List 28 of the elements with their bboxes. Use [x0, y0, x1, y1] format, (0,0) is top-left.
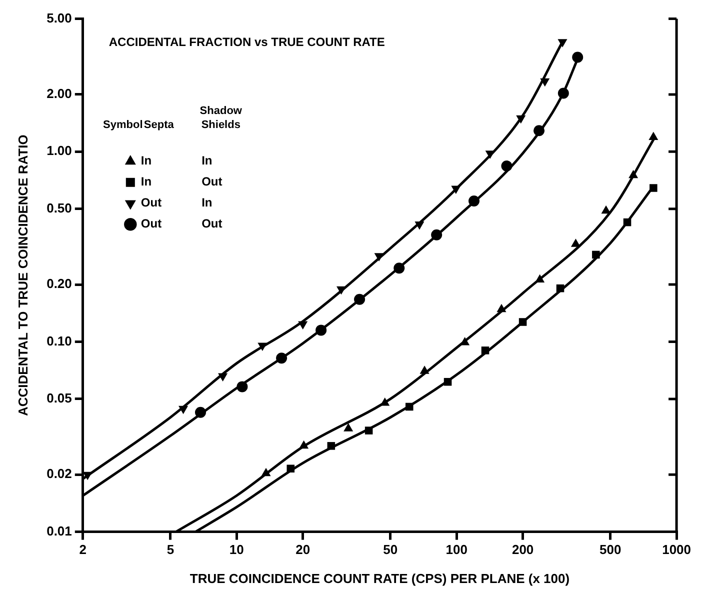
x-tick-label: 20 [296, 542, 310, 558]
x-tick-label: 1000 [662, 542, 691, 558]
legend-label: Out Out [140, 216, 222, 231]
y-tick-label: 5.00 [46, 10, 72, 26]
x-tick-label: 50 [383, 542, 398, 558]
x-tick-label: 10 [229, 542, 244, 558]
y-tick-label: 0.05 [46, 390, 72, 406]
text: ACCIDENTAL FRACTION vs TRUE COUNT RATE [108, 34, 385, 49]
annotation: Symbol [103, 119, 143, 131]
y-axis-title: ACCIDENTAL TO TRUE COINCIDENCE RATIO [15, 134, 30, 416]
y-tick-label: 0.50 [46, 200, 72, 216]
y-tick-label: 1.00 [46, 143, 72, 158]
legend-label: Out In [140, 196, 212, 210]
x-tick-label: 2 [79, 542, 87, 558]
legend-label: In Out [140, 174, 222, 189]
y-tick-label: 0.10 [46, 333, 72, 348]
x-tick-label: 5 [166, 542, 174, 558]
annotation: Septa [144, 119, 174, 131]
y-tick-label: 0.01 [46, 523, 72, 538]
y-tick-label: 0.20 [46, 276, 72, 292]
x-tick-label: 500 [599, 542, 622, 558]
legend-label: In In [140, 154, 212, 168]
x-tick-label: 100 [446, 542, 468, 558]
x-tick-label: 200 [512, 542, 534, 558]
annotation: Shadow Shields [198, 104, 243, 132]
x-axis-title: TRUE COINCIDENCE COUNT RATE (CPS) PER PLANE (x 100) [190, 570, 570, 586]
y-tick-label: 2.00 [46, 86, 72, 102]
y-tick-label: 0.02 [46, 466, 72, 482]
